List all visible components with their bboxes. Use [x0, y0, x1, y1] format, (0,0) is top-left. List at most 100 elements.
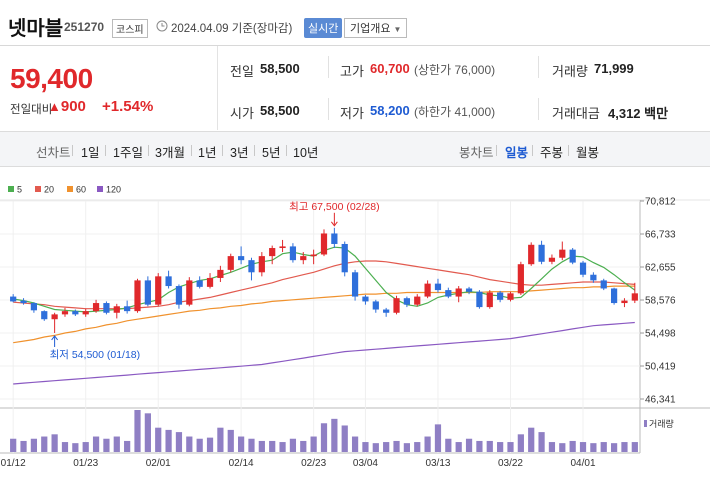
- low-arrow-head-icon: [51, 335, 59, 341]
- low-cell: 저가 58,200 (하한가 41,000): [328, 88, 538, 130]
- volume-bar: [517, 434, 524, 452]
- prev-close-cell: 전일 58,500: [218, 46, 328, 88]
- volume-bar: [113, 436, 120, 452]
- range-1y[interactable]: 1년: [198, 146, 217, 160]
- volume-bar: [476, 440, 483, 452]
- volume-bar: [10, 438, 17, 452]
- volume-bar: [155, 427, 162, 452]
- candle-body: [289, 246, 297, 261]
- range-3m[interactable]: 3개월: [155, 146, 185, 160]
- open-value: 58,500: [260, 103, 300, 118]
- high-label: 고가: [340, 64, 364, 79]
- volume-cell: 거래량 71,999: [538, 46, 710, 88]
- candlestick-chart[interactable]: 5 20 60 120 70,812 66,733 62,655 58,576 54,498 50…: [0, 170, 710, 490]
- volume-bar: [579, 442, 587, 452]
- change-percent: +1.54%: [102, 98, 154, 115]
- prev-close-label: 전일: [230, 64, 254, 79]
- candle-body: [569, 249, 576, 263]
- candle-body: [372, 301, 379, 310]
- x-tick-label: 02/23: [301, 458, 326, 469]
- volume-bar: [175, 432, 183, 452]
- y-tick-label: 62,655: [645, 263, 676, 274]
- volume-bar: [258, 440, 265, 452]
- volume-bar: [383, 442, 390, 452]
- range-3y[interactable]: 3년: [230, 146, 249, 160]
- range-1w[interactable]: 1주일: [113, 146, 143, 160]
- volume-bar: [61, 442, 69, 452]
- volume-bar: [362, 442, 369, 452]
- candle-body: [383, 309, 390, 313]
- company-info-label: 기업개요: [350, 23, 391, 35]
- candle-body: [30, 303, 38, 311]
- divider: [538, 98, 539, 120]
- divider: [222, 145, 223, 156]
- candle-body: [631, 293, 638, 301]
- open-cell: 시가 58,500: [218, 88, 328, 130]
- stock-name: 넷마블: [8, 18, 64, 40]
- low-value: 58,200: [370, 103, 410, 118]
- divider: [105, 145, 106, 156]
- candle-body: [403, 298, 410, 305]
- high-value: 60,700: [370, 61, 410, 76]
- candle-body: [341, 243, 348, 273]
- volume-bar: [238, 436, 245, 452]
- legend-label: 5: [17, 185, 22, 195]
- x-tick-label: 03/13: [425, 458, 450, 469]
- divider: [72, 145, 73, 156]
- volume-bar: [403, 443, 410, 452]
- volume-bar: [92, 436, 100, 452]
- volume-bar: [434, 424, 442, 452]
- amount-value: 4,312 백만: [608, 106, 669, 121]
- candle-body: [238, 256, 245, 261]
- volume-bar: [124, 440, 131, 452]
- volume-value: 71,999: [594, 61, 634, 76]
- candle-body: [579, 262, 587, 275]
- volume-bar: [20, 440, 27, 452]
- volume-bar: [486, 440, 493, 452]
- realtime-button[interactable]: 실시간: [304, 18, 343, 38]
- line-chart-button[interactable]: 선차트: [36, 146, 71, 160]
- volume-bar: [279, 442, 286, 452]
- range-5y[interactable]: 5년: [262, 146, 281, 160]
- range-1d[interactable]: 1일: [81, 146, 100, 160]
- high-cell: 고가 60,700 (상한가 76,000): [328, 46, 538, 88]
- period-weekly[interactable]: 주봉: [540, 146, 564, 160]
- current-price: 59,400: [10, 63, 93, 94]
- candle-body: [41, 311, 48, 320]
- candle-body: [217, 269, 224, 278]
- candle-body: [124, 306, 131, 312]
- legend-label: 60: [76, 185, 86, 195]
- volume-bar: [393, 440, 400, 452]
- range-10y[interactable]: 10년: [293, 146, 319, 160]
- volume-bar: [445, 438, 452, 452]
- volume-bar: [621, 442, 628, 452]
- y-tick-label: 50,419: [645, 362, 676, 373]
- volume-bar: [82, 442, 89, 452]
- low-label: 저가: [340, 106, 364, 121]
- candle-body: [465, 288, 473, 292]
- volume-bar: [559, 443, 566, 452]
- candle-body: [165, 276, 172, 287]
- volume-bar: [144, 413, 151, 452]
- volume-bar: [269, 440, 276, 452]
- company-info-dropdown[interactable]: 기업개요 ▼: [344, 18, 408, 38]
- candle-chart-button[interactable]: 봉차트: [459, 146, 494, 160]
- volume-bar: [590, 443, 597, 452]
- legend-swatch: [97, 186, 103, 192]
- y-tick-label: 70,812: [645, 197, 676, 208]
- volume-bar: [455, 442, 462, 452]
- period-monthly[interactable]: 월봉: [576, 146, 600, 160]
- candle-body: [393, 298, 400, 313]
- period-daily[interactable]: 일봉: [505, 146, 529, 160]
- candle-body: [476, 291, 483, 308]
- volume-bar: [414, 442, 421, 452]
- x-tick-label: 01/23: [73, 458, 98, 469]
- change-amount: 900: [60, 98, 86, 115]
- x-tick-label: 01/12: [1, 458, 26, 469]
- divider: [328, 98, 329, 120]
- candle-body: [351, 272, 359, 297]
- stock-code: 251270: [64, 20, 105, 34]
- y-tick-label: 46,341: [645, 395, 676, 406]
- candle-body: [258, 256, 265, 273]
- divider: [538, 56, 539, 78]
